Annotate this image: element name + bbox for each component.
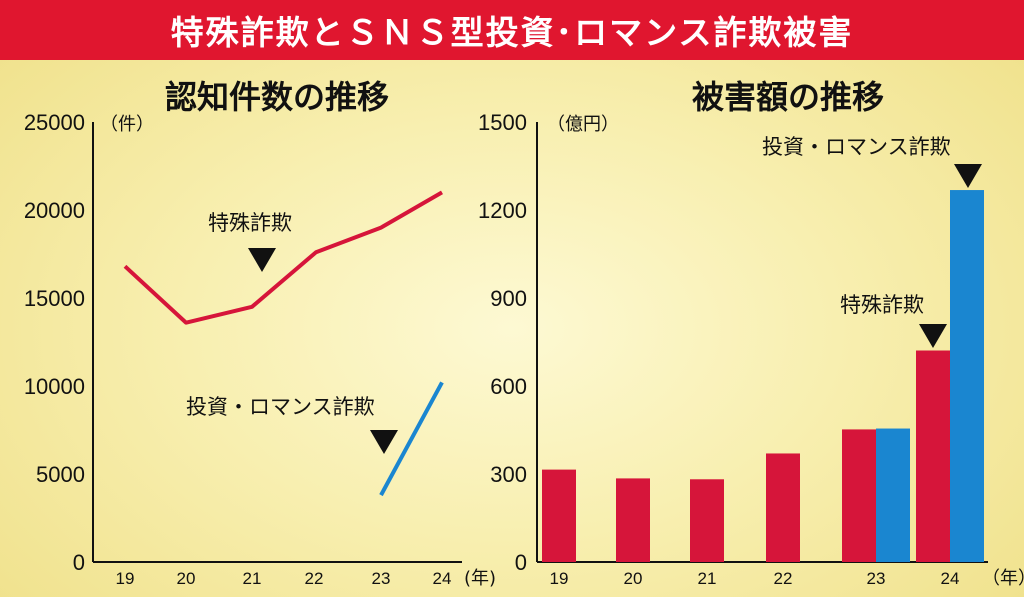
line-series-toshi-romance bbox=[379, 381, 444, 497]
right-annotation-toshi-romance: 投資・ロマンス詐欺 bbox=[762, 135, 951, 159]
bar-tokushu bbox=[616, 478, 650, 562]
right-annotation-toshi-romance-marker bbox=[954, 164, 982, 188]
right-x-tick-label: 22 bbox=[774, 569, 793, 588]
left-y-tick-label: 10000 bbox=[24, 374, 85, 399]
right-y-tick-label: 900 bbox=[490, 286, 527, 311]
left-x-tick-label: 24 bbox=[433, 569, 452, 588]
left-y-tick-label: 5000 bbox=[36, 462, 85, 487]
right-y-tick-label: 300 bbox=[490, 462, 527, 487]
left-x-unit: (年) bbox=[464, 568, 496, 589]
left-y-unit: （件） bbox=[100, 114, 154, 135]
right-y-tick-label: 1200 bbox=[478, 198, 527, 223]
right-x-tick-label: 19 bbox=[550, 569, 569, 588]
bar-tokushu bbox=[766, 453, 800, 562]
left-x-tick-label: 21 bbox=[243, 569, 262, 588]
right-x-unit: （年） bbox=[982, 568, 1024, 589]
left-y-tick-label: 25000 bbox=[24, 110, 85, 135]
left-annotation-toshi-romance-marker bbox=[370, 430, 398, 454]
right-y-unit: （億円） bbox=[547, 114, 619, 135]
right-x-tick-label: 21 bbox=[698, 569, 717, 588]
left-chart-title: 認知件数の推移 bbox=[165, 78, 390, 116]
header-banner: 特殊詐欺とＳＮＳ型投資･ロマンス詐欺被害 bbox=[0, 0, 1024, 60]
right-x-tick-label: 23 bbox=[867, 569, 886, 588]
right-y-tick-label: 0 bbox=[515, 550, 527, 575]
bar-toshi-romance bbox=[876, 428, 910, 562]
left-x-tick-label: 19 bbox=[116, 569, 135, 588]
right-annotation-tokushu-marker bbox=[919, 324, 947, 348]
bar-toshi-romance bbox=[950, 190, 984, 562]
right-annotation-tokushu: 特殊詐欺 bbox=[840, 293, 924, 317]
bar-tokushu bbox=[542, 469, 576, 562]
right-y-tick-label: 1500 bbox=[478, 110, 527, 135]
line-series-tokushu bbox=[123, 190, 443, 325]
left-x-tick-label: 22 bbox=[305, 569, 324, 588]
main-title: 特殊詐欺とＳＮＳ型投資･ロマンス詐欺被害 bbox=[170, 13, 854, 52]
right-chart-title: 被害額の推移 bbox=[692, 78, 885, 116]
left-y-tick-label: 20000 bbox=[24, 198, 85, 223]
left-x-tick-label: 23 bbox=[372, 569, 391, 588]
left-annotation-toshi-romance: 投資・ロマンス詐欺 bbox=[186, 395, 375, 419]
right-x-tick-label: 20 bbox=[624, 569, 643, 588]
left-annotation-tokushu-marker bbox=[248, 248, 276, 272]
left-y-tick-label: 0 bbox=[73, 550, 85, 575]
bar-tokushu bbox=[690, 479, 724, 562]
left-annotation-tokushu: 特殊詐欺 bbox=[208, 211, 292, 235]
bar-tokushu bbox=[916, 350, 950, 562]
right-y-tick-label: 600 bbox=[490, 374, 527, 399]
bar-tokushu bbox=[842, 429, 876, 562]
left-x-tick-label: 20 bbox=[177, 569, 196, 588]
right-x-tick-label: 24 bbox=[941, 569, 960, 588]
left-y-tick-label: 15000 bbox=[24, 286, 85, 311]
